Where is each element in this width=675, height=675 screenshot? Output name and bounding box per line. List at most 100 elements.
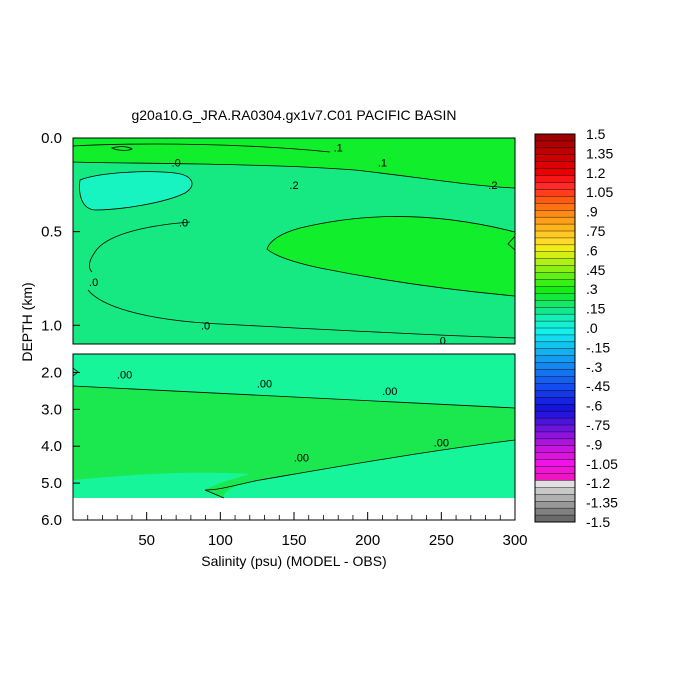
colorbar-swatch [534,286,576,294]
contour-label: .0 [172,157,181,169]
y-tick-label: 1.0 [41,317,62,334]
contour-label: .00 [257,379,272,391]
colorbar-swatch [534,251,576,260]
x-tick-label: 150 [281,532,306,549]
colorbar-label: -.75 [586,417,610,433]
colorbar-swatch [534,459,576,468]
colorbar-label: -1.5 [586,514,610,530]
contour-label: .0 [201,320,210,332]
colorbar-label: 1.35 [586,145,613,161]
colorbar-swatch [534,210,576,218]
contour-label: .2 [488,180,497,192]
upper-contour-line [87,289,515,339]
upper-contour-line [79,171,193,211]
y-tick-label: 0.0 [41,130,62,147]
colorbar-swatch [534,175,576,183]
colorbar-swatch [534,383,576,391]
contour-label: .0 [179,217,188,229]
y-tick-label: 3.0 [41,401,62,418]
colorbar-swatch [534,417,576,426]
colorbar-swatch [534,300,576,308]
upper-contour-labels: .1 .1 .0 .2 .2 .0 .0 .0 .0 [89,142,497,347]
colorbar-swatch [534,244,576,253]
colorbar-swatch [534,216,576,225]
y-tick-label: 0.5 [41,224,62,241]
upper-contour-line [507,235,515,251]
lower-band-region [73,386,515,498]
upper-contour-line [73,161,515,189]
colorbar-swatch [534,265,576,274]
upper-contour-line [88,221,191,273]
colorbar-swatch [534,327,576,336]
colorbar-swatch [534,140,576,149]
contour-label: .2 [289,180,298,192]
x-tick-label: 200 [355,532,380,549]
colorbar-swatch [534,514,576,523]
colorbar-swatch [534,341,576,350]
colorbar-swatch [534,431,576,440]
x-tick-label: 100 [208,532,233,549]
colorbar-swatch [534,466,576,475]
colorbar-swatch [534,410,576,419]
lower-contour-line [73,385,515,409]
x-tick-label: 250 [429,532,454,549]
colorbar-swatch [534,397,576,405]
colorbar-swatch [534,279,576,287]
x-tick-label: 300 [502,532,527,549]
colorbar-label: .6 [586,242,598,258]
colorbar-swatch [534,154,576,163]
y-axis-lower: 2.0 3.0 4.0 5.0 6.0 [41,364,80,529]
contour-label: .00 [117,369,132,381]
x-axis: 50 100 150 200 250 300 [87,512,528,549]
colorbar: 1.5 1.35 1.2 1.05 .9 .75 .6 .45 .3 .15 .0 -.15 -.3 -.… [534,126,618,530]
colorbar-swatch [534,507,576,516]
colorbar-label: -1.2 [586,475,610,491]
colorbar-label: -.3 [586,359,603,375]
colorbar-swatch [534,355,576,364]
y-tick-label: 6.0 [41,512,62,529]
colorbar-swatch [534,376,576,384]
lower-contour-labels: .00 .00 .00 .00 .00 [117,369,449,464]
colorbar-label: -1.05 [586,456,618,472]
colorbar-swatch [534,473,576,481]
colorbar-label: 1.2 [586,165,606,181]
colorbar-swatch [534,390,576,398]
x-tick-label: 50 [138,532,155,549]
y-axis-title: DEPTH (km) [19,282,35,361]
colorbar-swatch [534,320,576,329]
colorbar-swatch [534,230,576,239]
colorbar-label: -.6 [586,398,603,414]
contour-label: .0 [437,335,446,347]
colorbar-swatch [534,307,576,315]
colorbar-label: -.9 [586,436,603,452]
colorbar-swatch [534,501,576,509]
colorbar-swatch [534,237,576,246]
colorbar-swatch [534,348,576,357]
colorbar-swatch [534,438,576,447]
colorbar-swatch [534,161,576,170]
y-tick-label: 4.0 [41,438,62,455]
colorbar-label: .9 [586,204,598,220]
colorbar-label: 1.05 [586,184,613,200]
colorbar-label: .45 [586,262,606,278]
colorbar-swatch [534,258,576,267]
colorbar-label: -.15 [586,339,610,355]
colorbar-swatch [534,452,576,461]
colorbar-label: .15 [586,301,606,317]
contour-label: .00 [434,438,449,450]
colorbar-swatch [534,196,576,204]
lower-panel: .00 .00 .00 .00 .00 [73,354,515,520]
y-tick-label: 5.0 [41,475,62,492]
contour-label: .1 [334,142,343,154]
y-axis-upper: 0.0 0.5 1.0 [41,130,80,334]
colorbar-swatch [534,424,576,433]
y-tick-label: 2.0 [41,364,62,381]
colorbar-swatch [534,189,576,197]
colorbar-frame [534,133,576,523]
colorbar-swatch [534,334,576,343]
colorbar-swatch [534,494,576,502]
contour-label: .1 [378,157,387,169]
lower-no-data-region [73,498,515,520]
colorbar-label: .75 [586,223,606,239]
